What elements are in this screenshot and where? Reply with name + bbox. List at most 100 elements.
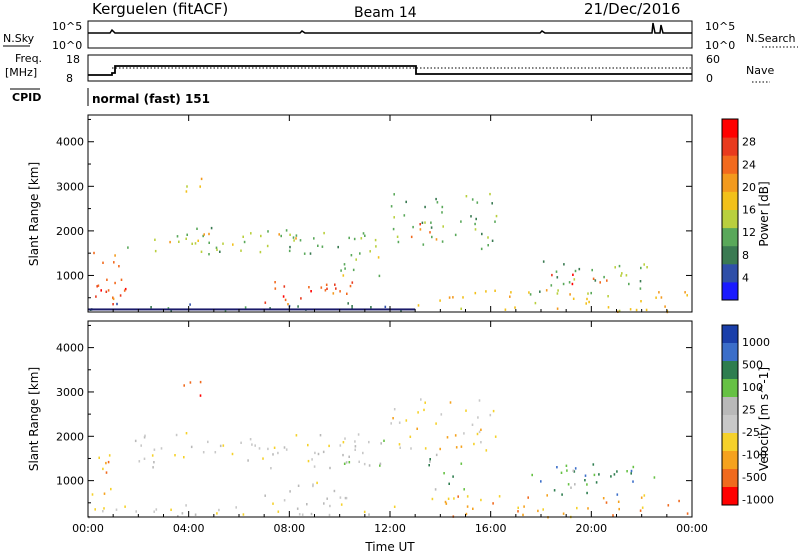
velocity-cell bbox=[345, 496, 348, 500]
power-cell bbox=[127, 246, 129, 249]
power-cell bbox=[274, 281, 276, 284]
velocity-cell bbox=[345, 461, 348, 464]
power-y-tick-label: 4000 bbox=[56, 136, 84, 149]
power-cell bbox=[264, 301, 267, 304]
velocity-cell bbox=[317, 452, 320, 456]
velocity-cell bbox=[316, 481, 318, 485]
velocity-colorbar-swatch bbox=[722, 379, 738, 398]
freq-tick-top: 18 bbox=[66, 53, 80, 66]
power-cell bbox=[377, 256, 380, 259]
power-cell bbox=[545, 289, 548, 292]
power-cell bbox=[351, 281, 354, 284]
velocity-cell bbox=[393, 505, 396, 508]
nsky-label: N.Sky bbox=[3, 32, 35, 45]
velocity-cell bbox=[560, 471, 563, 474]
velocity-cell bbox=[667, 504, 670, 507]
power-cell bbox=[509, 295, 511, 298]
freq-trace bbox=[88, 65, 692, 76]
power-cell bbox=[200, 177, 203, 181]
power-cell bbox=[202, 234, 204, 238]
power-cell bbox=[112, 303, 114, 306]
velocity-cell bbox=[562, 512, 565, 515]
power-cell bbox=[393, 193, 395, 196]
power-cell bbox=[154, 249, 157, 253]
power-cell bbox=[618, 264, 621, 268]
velocity-colorbar-tick-label: -1000 bbox=[742, 493, 774, 506]
velocity-colorbar-tick-label: 25 bbox=[742, 403, 756, 416]
power-cell bbox=[199, 185, 201, 188]
velocity-colorbar-tick-label: -100 bbox=[742, 448, 767, 461]
velocity-colorbar-swatch bbox=[722, 361, 738, 380]
power-colorbar-tick-label: 4 bbox=[742, 271, 749, 284]
power-cell bbox=[342, 274, 345, 277]
power-cell bbox=[491, 239, 494, 242]
power-cell bbox=[208, 241, 210, 244]
power-cell bbox=[572, 273, 574, 276]
velocity-cell bbox=[393, 408, 396, 411]
power-cell bbox=[574, 269, 577, 273]
power-cell bbox=[324, 289, 327, 292]
velocity-cell bbox=[214, 451, 217, 454]
power-cell bbox=[494, 289, 496, 292]
velocity-cell bbox=[339, 496, 342, 499]
power-cell bbox=[471, 198, 474, 201]
velocity-data-layer bbox=[88, 380, 689, 519]
velocity-cell bbox=[183, 384, 185, 387]
velocity-cell bbox=[124, 505, 126, 508]
power-cell bbox=[274, 287, 277, 290]
power-cell bbox=[216, 248, 218, 251]
power-cell bbox=[569, 293, 571, 296]
power-cell bbox=[123, 289, 126, 292]
power-cell bbox=[421, 221, 424, 224]
velocity-y-label: Slant Range [km] bbox=[27, 367, 41, 471]
power-cell bbox=[635, 308, 638, 312]
power-cell bbox=[185, 190, 188, 193]
velocity-cell bbox=[329, 504, 331, 508]
power-cell bbox=[197, 239, 199, 242]
power-cell bbox=[360, 237, 363, 240]
velocity-x-tick-label: 20:00 bbox=[575, 522, 607, 535]
velocity-cell bbox=[306, 503, 308, 506]
velocity-cell bbox=[216, 512, 218, 515]
power-cell bbox=[309, 252, 312, 255]
velocity-cell bbox=[222, 444, 225, 447]
velocity-cell bbox=[267, 447, 269, 451]
velocity-colorbar-swatch bbox=[722, 469, 738, 488]
power-cell bbox=[452, 296, 454, 299]
velocity-cell bbox=[135, 510, 137, 513]
power-cell bbox=[384, 305, 387, 309]
power-cell bbox=[287, 303, 289, 306]
power-cell bbox=[97, 284, 100, 287]
velocity-cell bbox=[107, 460, 110, 464]
velocity-cell bbox=[328, 513, 331, 517]
velocity-cell bbox=[424, 447, 427, 450]
beam-label: Beam 14 bbox=[354, 5, 417, 21]
velocity-cell bbox=[283, 499, 286, 502]
velocity-cell bbox=[91, 493, 94, 496]
velocity-cell bbox=[174, 454, 176, 457]
power-cell bbox=[95, 295, 97, 298]
station-title: Kerguelen (fitACF) bbox=[92, 0, 228, 18]
velocity-colorbar-tick-label: 1000 bbox=[742, 336, 770, 349]
velocity-cell bbox=[573, 470, 576, 473]
power-cell bbox=[640, 300, 642, 303]
velocity-cell bbox=[368, 513, 370, 516]
power-cell bbox=[422, 243, 425, 246]
power-cell bbox=[124, 287, 127, 291]
velocity-cell bbox=[546, 494, 548, 497]
velocity-x-axis: 00:00 04:00 08:00 12:00 16:00 20:00 00:00 bbox=[72, 321, 708, 535]
nsky-tick-top: 10^5 bbox=[52, 20, 82, 33]
velocity-cell bbox=[626, 470, 628, 473]
velocity-colorbar-swatch bbox=[722, 343, 738, 362]
power-cell bbox=[176, 235, 179, 238]
power-cell bbox=[591, 268, 593, 272]
velocity-cell bbox=[379, 462, 382, 465]
power-cell bbox=[250, 232, 252, 235]
velocity-cell bbox=[103, 507, 105, 510]
power-cell bbox=[335, 287, 337, 290]
velocity-cell bbox=[420, 398, 422, 401]
x-axis-title: Time UT bbox=[364, 540, 415, 554]
velocity-cell bbox=[153, 448, 156, 451]
power-cell bbox=[424, 205, 426, 209]
velocity-cell bbox=[380, 442, 382, 445]
